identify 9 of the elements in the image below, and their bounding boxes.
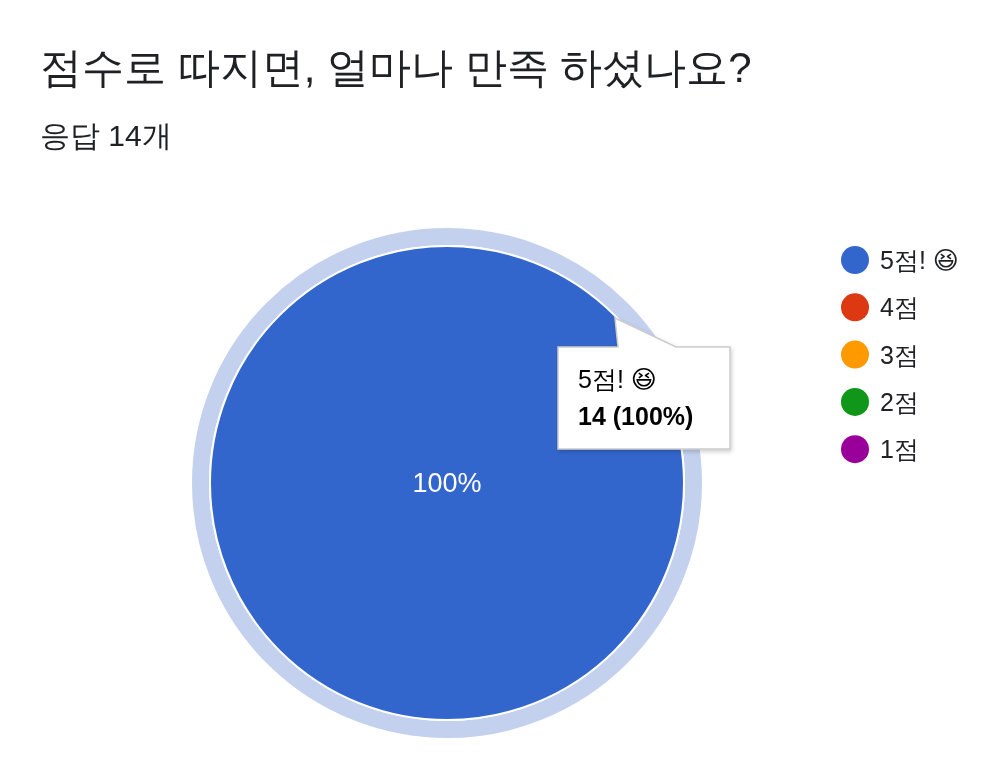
legend-label: 1점	[880, 435, 919, 464]
data-label: 100%	[412, 468, 482, 498]
chart-subtitle: 응답 14개	[40, 119, 172, 152]
legend-label: 5점! 😆	[880, 246, 959, 274]
legend-label: 4점	[880, 293, 919, 322]
chart-title: 점수로 따지면, 얼마나 만족 하셨나요?	[40, 44, 752, 91]
legend-label: 3점	[880, 340, 919, 369]
legend-label: 2점	[880, 387, 919, 416]
tooltip-text: 5점! 😆 14 (100%)	[578, 365, 694, 430]
